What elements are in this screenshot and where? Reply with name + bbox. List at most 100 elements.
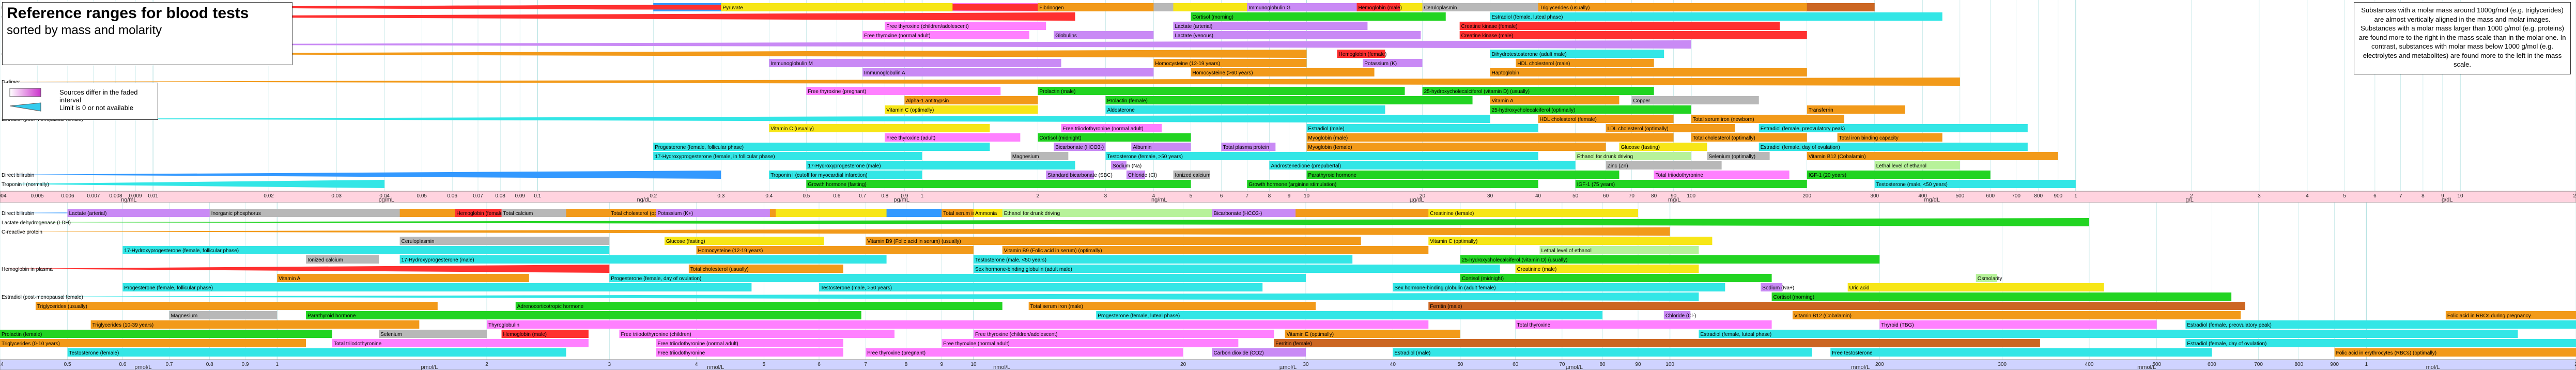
range-bar-label: Sodium (Na+) [1762, 285, 1794, 291]
range-bar-shape [769, 124, 990, 132]
range-bar-shape [1096, 311, 1603, 319]
range-bar: LDL cholesterol (optimally) [1606, 124, 1735, 132]
range-bar-label: Free triiodothyronine [658, 350, 705, 356]
axis-unit-label: nmol/L [993, 364, 1010, 370]
range-bar: Uric acid [1847, 283, 2104, 291]
tick-label: 3 [608, 362, 611, 367]
range-bar-label: 17-Hydroxyprogesterone (female, follicul… [124, 248, 239, 254]
range-bar-shape [1460, 255, 1880, 264]
range-bar-shape [1575, 152, 1691, 160]
tick-label: 0.009 [129, 193, 142, 199]
tick-label: 400 [1918, 193, 1927, 199]
range-bar-label: Total calcium [503, 211, 533, 217]
range-bar: 25-hydroxycholecalciferol (vitamin D) (u… [1460, 255, 1880, 264]
range-bar: Homocysteine (>60 years) [1191, 68, 1375, 76]
range-bar-label: Creatinine (male) [1517, 267, 1557, 272]
range-bar: Selenium (optimally) [1707, 152, 1770, 160]
tick-label: 60 [1603, 193, 1609, 199]
range-bar-shape [1874, 161, 1960, 169]
range-bar: Vitamin B12 (Cobalamin) [1792, 311, 2241, 319]
range-bar: Free triiodothyronine (normal adult) [656, 339, 843, 347]
range-bar-shape [1191, 12, 1446, 21]
range-bar-label: Lactate (arterial) [69, 211, 107, 217]
range-bar-label: Testosterone (female, >50 years) [1107, 154, 1182, 160]
range-bar: Triglycerides (usually) [35, 302, 438, 310]
range-bar: Vitamin B12 (Cobalamin) [1807, 152, 2058, 160]
range-bar-label: HDL cholesterol (male) [1517, 61, 1570, 67]
tick-label: 0.5 [64, 362, 71, 367]
range-bar-label: Growth hormone (fasting) [808, 182, 866, 188]
range-bar-label: Vitamin C (usually) [770, 126, 814, 132]
range-bar: Chloride (Cl-) [1663, 311, 1696, 319]
tick-label: 0.8 [206, 362, 213, 367]
range-bar-label: Immunoglobulin M [770, 61, 813, 67]
tick-label: 0.8 [881, 193, 888, 199]
range-bar-shape [656, 348, 843, 357]
range-bar-label: Carbon dioxide (CO2) [1213, 350, 1263, 356]
range-bar-label: Troponin I (normally) [2, 182, 49, 188]
range-bar: Chloride (Cl) [1126, 171, 1157, 179]
range-bar-label: Testosterone (male, >50 years) [821, 285, 892, 291]
range-bar-shape [0, 339, 306, 347]
range-bar-label: Ferritin (female) [1275, 341, 1312, 347]
range-bar-shape [688, 265, 843, 273]
range-bar-shape [2334, 348, 2576, 357]
range-bar-shape [306, 255, 379, 264]
range-bar-shape [332, 339, 589, 347]
range-bar-label: Androstenedione (prepubertal) [1271, 163, 1341, 169]
range-bar-shape [1247, 3, 1385, 11]
tick-label: 0.01 [148, 193, 158, 199]
range-bar: Magnesium [1010, 152, 1069, 160]
tick-label: 80 [1651, 193, 1657, 199]
tick-label: 500 [1955, 193, 1964, 199]
range-bar-shape [1830, 348, 2212, 357]
tick-label: 0.05 [417, 193, 427, 199]
range-bar-label: LDL cholesterol (optimally) [1608, 126, 1669, 132]
tick-label: 100 [1665, 362, 1674, 367]
tick-label: 0.007 [87, 193, 100, 199]
range-bar: Total triiodothyronine [332, 339, 589, 347]
range-bar-label: Free triiodothyronine (normal adult) [1063, 126, 1144, 132]
range-bar: Hemoglobin (female) [1337, 50, 1386, 58]
axis-unit-label: pmol/L [134, 364, 151, 370]
range-bar-label: Cortisol (morning) [1193, 14, 1233, 20]
range-bar: Hemoglobin (male) [501, 330, 589, 338]
range-bar: Cortisol (midnight) [1460, 274, 1772, 282]
axis-unit-label: mg/L [1668, 197, 1680, 203]
tick-label: 30 [1487, 193, 1493, 199]
range-bar-label: Vitamin C (optimally) [1430, 239, 1477, 244]
range-bar-shape [1771, 292, 2232, 301]
range-bar: Triglycerides (0-10 years) [0, 339, 306, 347]
range-bar-shape [1173, 31, 1421, 39]
range-bar-label: Direct bilirubin [2, 211, 34, 217]
range-bar-shape [399, 255, 887, 264]
tick-label: 200 [1802, 193, 1811, 199]
range-bar-shape [277, 274, 529, 282]
range-bar-label: C-reactive protein [2, 229, 42, 235]
axis-unit-label: ng/mL [1151, 197, 1167, 203]
range-bar-shape [1539, 246, 1699, 254]
tick-label: 0.08 [495, 193, 505, 199]
range-bar: Total cholesterol (optimally) [1691, 133, 1807, 142]
range-bar-label: Ionized calcium [1175, 173, 1210, 178]
range-bar-shape [1111, 161, 1127, 169]
range-bar: Vitamin E (optimally) [1285, 330, 1460, 338]
range-bar: Ionized calcium [306, 255, 379, 264]
range-bar: Vitamin B9 (Folic acid in serum) (usuall… [866, 237, 1361, 245]
range-bar-label: Hemoglobin (female) [1338, 52, 1386, 57]
range-bar-shape [379, 330, 487, 338]
range-bar: Vitamin B9 (Folic acid in serum) (optima… [1002, 246, 1429, 254]
tick-label: 4 [2306, 193, 2309, 199]
range-bar-label: Vitamin B12 (Cobalamin) [1809, 154, 1866, 160]
range-bar: Direct bilirubin [0, 171, 721, 179]
range-bar-shape [501, 209, 566, 217]
axis-unit-label: g/L [2186, 197, 2194, 203]
range-bar-shape [1212, 348, 1306, 357]
range-bar: Copper [1631, 96, 1759, 104]
range-bar-shape [656, 339, 843, 347]
range-bar: Thyroid (TBG) [1879, 320, 2157, 329]
range-bar: Testosterone (female) [67, 348, 566, 357]
range-bar-label: Triglycerides (usually) [1540, 5, 1590, 11]
range-bar: Selenium [379, 330, 487, 338]
